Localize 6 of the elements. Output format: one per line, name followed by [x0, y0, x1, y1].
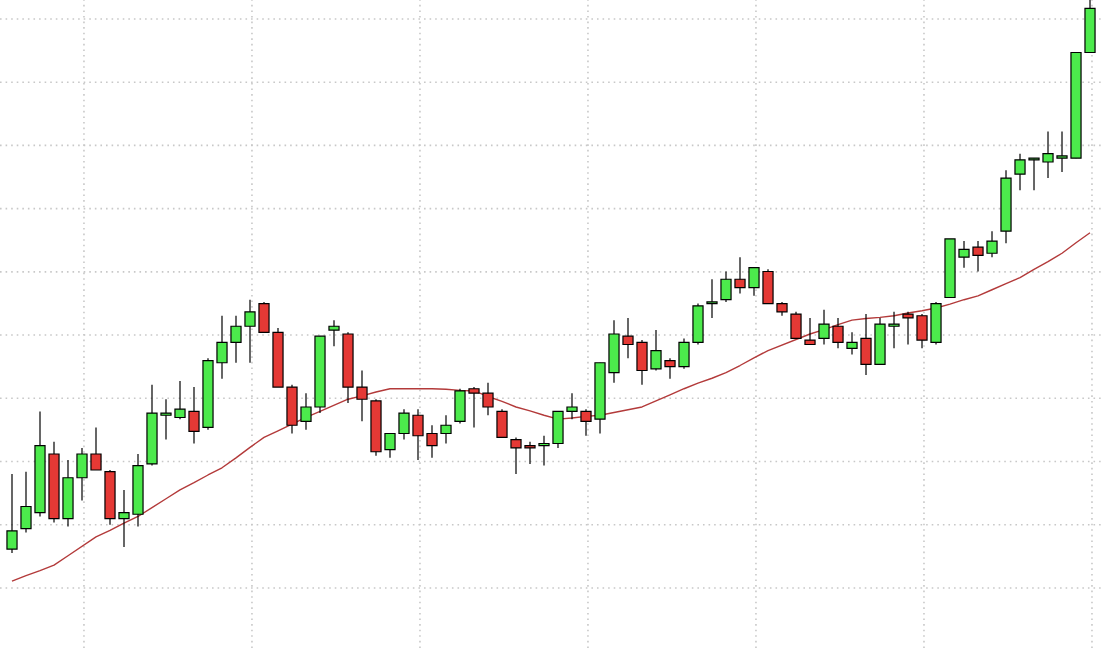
candlestick: [328, 319, 340, 347]
candlestick: [496, 408, 508, 438]
candlestick: [804, 317, 816, 346]
candlestick: [706, 278, 718, 319]
candlestick: [6, 473, 18, 554]
candlestick: [790, 311, 802, 340]
